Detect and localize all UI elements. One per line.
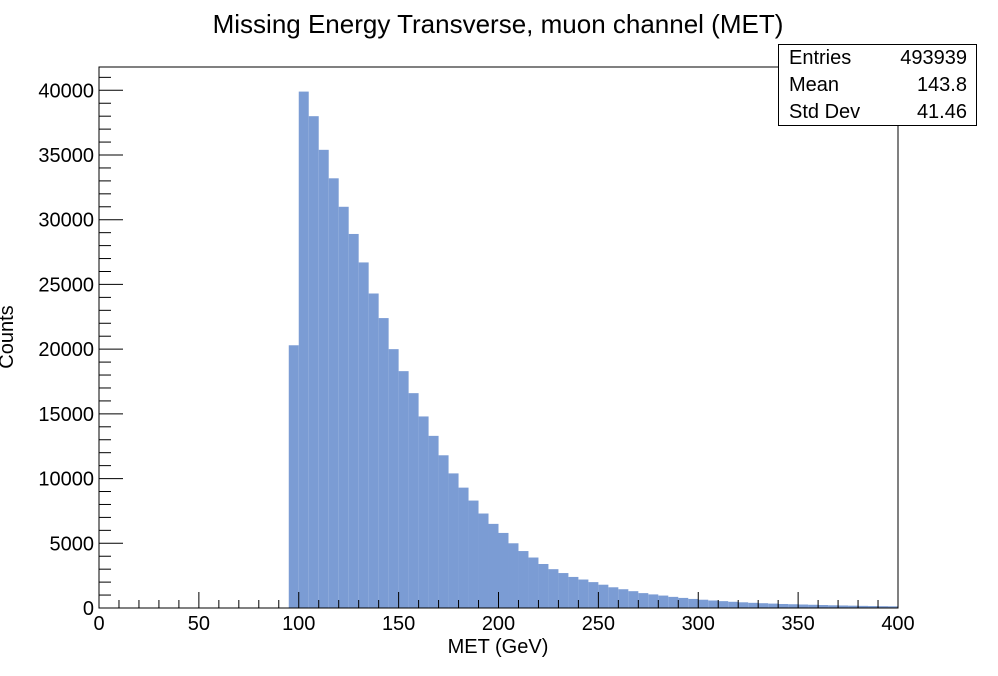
stats-label: Mean [789,74,840,96]
histogram-bar [508,543,519,608]
stats-label: Entries [789,47,852,69]
stats-box: Entries 493939 Mean 143.8 Std Dev 41.46 [778,44,977,126]
histogram-bar [758,603,769,608]
stats-value: 41.46 [916,101,967,123]
histogram-bar [538,563,549,608]
y-tick-label: 35000 [38,145,94,167]
y-tick-label: 20000 [38,339,94,361]
histogram-bar [328,178,339,608]
histogram-bar [358,262,369,608]
histogram-bars [288,91,898,609]
histogram-bar [498,532,509,608]
x-tick-label: 100 [282,613,315,635]
histogram-bar [478,513,489,608]
histogram-bar [388,349,399,608]
histogram-bar [418,416,429,608]
histogram-bar [438,455,449,608]
histogram-bar [298,91,309,608]
histogram-bar [788,604,799,608]
chart-title: Missing Energy Transverse, muon channel … [213,9,784,39]
histogram-bar [768,603,779,608]
histogram-bar [428,435,439,608]
x-axis-label: MET (GeV) [448,636,549,658]
x-tick-label: 200 [482,613,515,635]
y-tick-label: 15000 [38,404,94,426]
stats-value: 143.8 [916,74,967,96]
histogram-bar [818,605,829,608]
histogram-bar [708,600,719,608]
histogram-bar [738,602,749,608]
stats-row-mean: Mean 143.8 [779,72,976,99]
x-tick-label: 350 [781,613,814,635]
histogram-bar [338,206,349,608]
y-tick-label: 10000 [38,469,94,491]
histogram-bar [828,605,839,608]
histogram-bar [398,371,409,608]
histogram-bar [598,584,609,608]
histogram-bar [778,603,789,608]
histogram-bar [678,597,689,608]
histogram-bar [468,500,479,608]
x-tick-label: 300 [682,613,715,635]
stats-row-entries: Entries 493939 [779,45,976,72]
histogram-bar [838,605,849,608]
histogram-bar [658,595,669,608]
histogram-bar [878,606,889,608]
histogram-bar [808,604,819,608]
x-tick-label: 400 [881,613,914,635]
histogram-bar [348,233,359,608]
histogram-bar [458,487,469,608]
histogram-bar [488,523,499,608]
x-tick-label: 150 [382,613,415,635]
histogram-bar [728,601,739,608]
histogram-bar [308,116,319,608]
histogram-bar [608,587,619,608]
histogram-bar [868,606,879,608]
histogram-bar [858,605,869,608]
histogram-bar [578,579,589,608]
histogram-bar [638,593,649,608]
histogram-bar [558,573,569,608]
x-tick-label: 0 [93,613,104,635]
stats-value: 493939 [900,47,967,69]
histogram-bar [688,598,699,608]
x-axis-ticks: 0 50 100 150 200 250 300 350 400 [93,592,915,635]
y-tick-label: 0 [83,598,94,620]
histogram-bar [648,594,659,608]
histogram-bar [368,293,379,608]
histogram-bar [288,345,299,608]
x-tick-label: 50 [188,613,210,635]
histogram-bar [318,149,329,609]
y-tick-label: 40000 [38,80,94,102]
histogram-bar [618,589,629,608]
histogram-bar [668,596,679,608]
histogram-bar [408,393,419,608]
y-tick-label: 5000 [50,533,95,555]
y-axis-label: Counts [0,305,18,368]
histogram-bar [748,602,759,608]
histogram-bar [548,569,559,608]
y-axis-ticks: 0 5000 10000 15000 20000 25000 30000 35000 40000 [38,76,123,620]
histogram-bar [568,576,579,608]
histogram-bar [518,551,529,608]
y-tick-label: 25000 [38,274,94,296]
stats-label: Std Dev [789,101,861,123]
histogram-bar [718,601,729,608]
histogram-bar [448,473,459,608]
y-tick-label: 30000 [38,210,94,232]
histogram-bar [798,604,809,608]
histogram-bar [848,605,859,608]
histogram-bar [588,582,599,608]
x-tick-label: 250 [582,613,615,635]
histogram-bar [628,591,639,608]
histogram-bar [378,318,389,608]
histogram-bar [528,557,539,608]
histogram-bar [698,599,709,608]
histogram-bar [888,606,898,608]
stats-row-stddev: Std Dev 41.46 [779,99,976,126]
